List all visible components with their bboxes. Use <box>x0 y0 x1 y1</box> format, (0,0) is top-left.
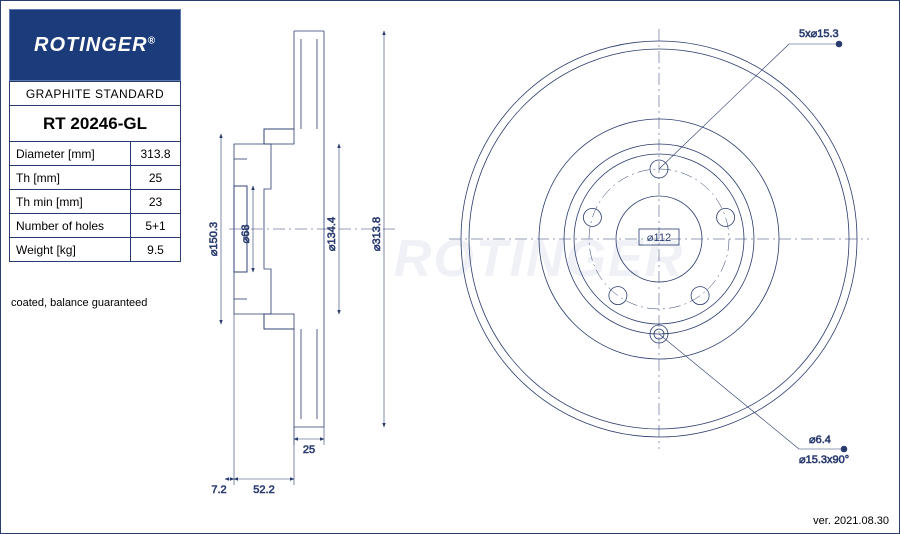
svg-text:⌀150.3: ⌀150.3 <box>208 222 220 256</box>
svg-text:⌀112: ⌀112 <box>647 232 671 244</box>
svg-text:5x⌀15.3: 5x⌀15.3 <box>799 28 839 40</box>
standard-label: GRAPHITE STANDARD <box>10 82 181 106</box>
table-row: Th min [mm]23 <box>10 190 181 214</box>
svg-text:⌀313.8: ⌀313.8 <box>371 217 383 251</box>
svg-text:25: 25 <box>303 444 315 456</box>
brand-logo: ROTINGER® <box>9 9 181 81</box>
spec-table: GRAPHITE STANDARD RT 20246-GL Diameter [… <box>9 81 181 262</box>
logo-text: ROTINGER® <box>34 34 156 57</box>
svg-text:⌀134.4: ⌀134.4 <box>326 217 338 251</box>
svg-text:7.2: 7.2 <box>211 484 226 496</box>
table-row: Weight [kg]9.5 <box>10 238 181 262</box>
svg-text:⌀68: ⌀68 <box>240 225 252 244</box>
drawing-svg: ⌀150.3 ⌀68 ⌀134.4 ⌀313.8 25 <box>189 9 889 509</box>
table-row: Number of holes5+1 <box>10 214 181 238</box>
version-label: ver. 2021.08.30 <box>813 515 889 527</box>
part-number: RT 20246-GL <box>10 106 181 142</box>
svg-text:⌀15.3x90°: ⌀15.3x90° <box>799 454 849 466</box>
coating-note: coated, balance guaranteed <box>11 297 147 309</box>
table-row: Diameter [mm]313.8 <box>10 142 181 166</box>
svg-text:⌀6.4: ⌀6.4 <box>809 434 831 446</box>
svg-text:52.2: 52.2 <box>253 484 274 496</box>
table-row: Th [mm]25 <box>10 166 181 190</box>
technical-drawing: ROTINGER <box>189 9 889 509</box>
front-view: ⌀112 5x⌀15.3 ⌀6.4 ⌀15.3x90° <box>449 28 869 466</box>
side-view: ⌀150.3 ⌀68 ⌀134.4 ⌀313.8 25 <box>208 31 399 496</box>
